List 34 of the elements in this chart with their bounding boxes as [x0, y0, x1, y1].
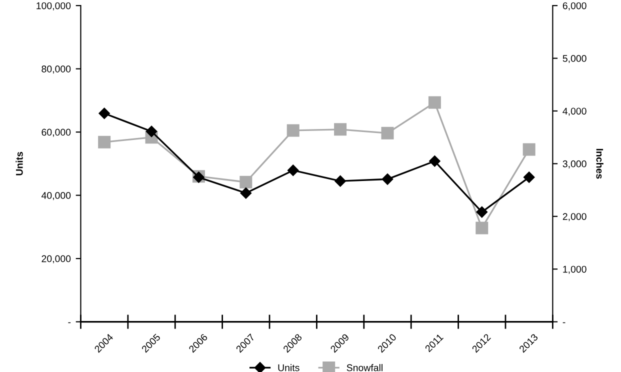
y2-tick-label: 2,000 [562, 213, 586, 222]
point [286, 124, 300, 137]
point [240, 176, 252, 188]
y2-tick-label: - [562, 322, 566, 324]
point [476, 206, 488, 218]
y-tick-label: - [68, 322, 71, 324]
y-tick-label: 20,000 [42, 255, 71, 264]
y2-axis-title: Inches [596, 148, 604, 179]
y-tick-label: 60,000 [42, 128, 71, 137]
point [382, 174, 394, 185]
point [334, 123, 347, 136]
point [288, 164, 299, 176]
point [98, 108, 110, 120]
y2-tick-label: 3,000 [562, 160, 586, 168]
point [146, 126, 158, 138]
point [240, 187, 252, 199]
y2-tick-label: 4,000 [562, 108, 586, 116]
point [522, 143, 536, 156]
y2-tick-label: 5,000 [562, 55, 586, 64]
point [98, 136, 111, 148]
y-tick-label: 80,000 [42, 66, 71, 74]
point [334, 175, 346, 187]
point [429, 156, 440, 167]
legend-label: Units [278, 364, 300, 372]
y2-tick-label: 1,000 [563, 266, 586, 274]
y-tick-label: 100,000 [36, 2, 71, 10]
point [523, 172, 535, 183]
y-axis-title: Units [16, 152, 23, 176]
y-tick-label: 40,000 [42, 192, 71, 200]
point [476, 222, 488, 234]
point [381, 126, 394, 140]
y2-tick-label: 6,000 [562, 2, 586, 10]
point [428, 96, 441, 109]
legend-label: Snowfall [346, 364, 382, 372]
